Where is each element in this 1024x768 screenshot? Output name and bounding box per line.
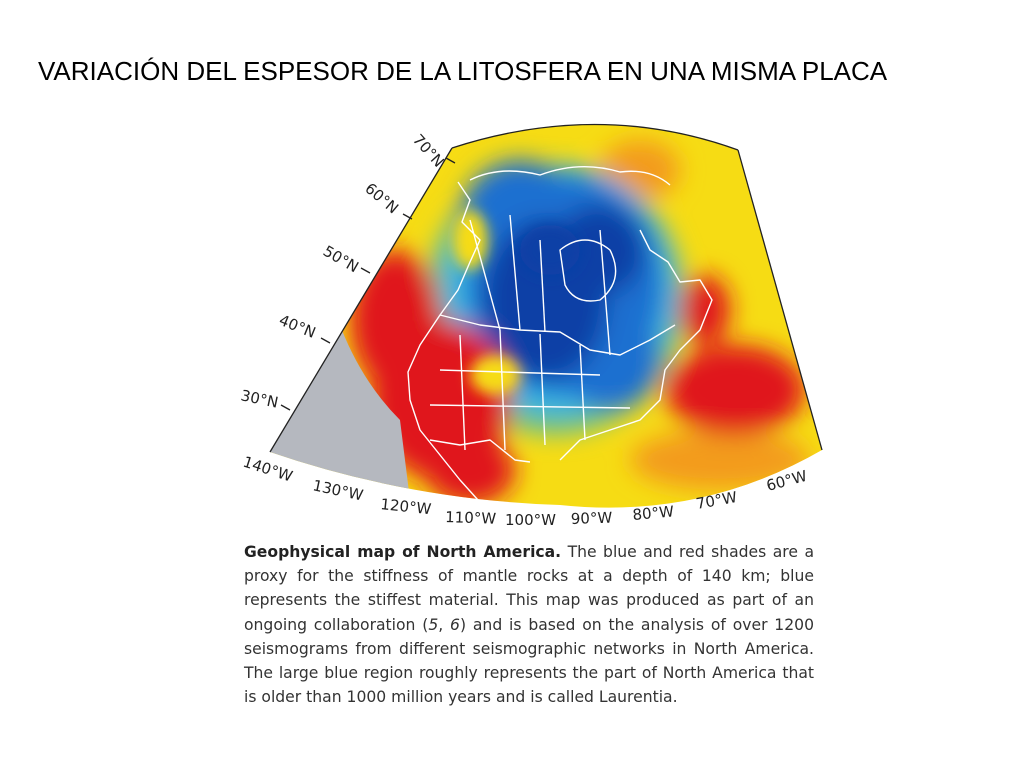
- caption-ref-separator: ,: [438, 615, 451, 634]
- lon-label-110w: 110°W: [445, 508, 497, 528]
- stiffest-zone: [555, 205, 645, 295]
- caption-text-part-1: The blue and red shades are a proxy for …: [244, 543, 814, 634]
- province-border: [509, 214, 521, 331]
- state-border: [539, 333, 546, 446]
- state-border: [579, 344, 586, 441]
- lat-label-30n: 30°N: [239, 386, 280, 411]
- caption-ref-6: 6: [450, 615, 460, 634]
- slide-title: VARIACIÓN DEL ESPESOR DE LA LITOSFERA EN…: [38, 56, 888, 86]
- province-border: [599, 229, 611, 356]
- yellow-patch: [470, 355, 520, 395]
- hudson-bay: [559, 239, 617, 302]
- caption-text-part-2: ) and is based on the analysis of over 1…: [244, 615, 814, 707]
- lon-label-140w: 140°W: [241, 453, 295, 486]
- tick-30n: [280, 404, 291, 411]
- lat-label-60n: 60°N: [361, 179, 402, 217]
- tick-50n: [360, 267, 371, 274]
- caption-lead: Geophysical map of North America.: [244, 543, 562, 561]
- red-zone: [425, 435, 515, 505]
- province-border: [539, 239, 546, 333]
- state-border: [499, 329, 506, 451]
- red-zone: [680, 275, 730, 345]
- stiffness-color-field: [270, 124, 822, 508]
- tick-40n: [320, 337, 331, 344]
- arctic-islands: [469, 166, 671, 186]
- map-frame-east-edge: [737, 149, 823, 451]
- us-mexico-border: [429, 439, 531, 463]
- caption-ref-5: 5: [428, 615, 439, 634]
- tick-70n: [445, 157, 456, 164]
- map-frame-north-arc: [451, 123, 739, 151]
- lat-label-50n: 50°N: [320, 242, 362, 276]
- lat-label-40n: 40°N: [277, 311, 319, 342]
- stiffest-zone: [520, 225, 580, 275]
- lon-label-120w: 120°W: [380, 495, 433, 518]
- lon-label-100w: 100°W: [505, 511, 556, 529]
- province-border: [469, 219, 501, 331]
- tick-60n: [402, 213, 413, 220]
- east-coastline: [559, 229, 713, 461]
- map-frame-west-edge: [269, 147, 453, 453]
- state-border: [439, 369, 601, 376]
- map-frame: [269, 123, 823, 453]
- state-border: [429, 404, 631, 409]
- lon-label-80w: 80°W: [632, 502, 675, 524]
- figure-caption: Geophysical map of North America. The bl…: [244, 540, 814, 709]
- lon-label-90w: 90°W: [571, 509, 613, 528]
- lon-label-130w: 130°W: [311, 476, 365, 504]
- longitude-labels: 140°W 130°W 120°W 110°W 100°W 90°W 80°W …: [241, 453, 809, 529]
- graticule-ticks: [280, 157, 456, 411]
- borders-layer: [407, 166, 713, 501]
- red-zone: [665, 345, 805, 435]
- state-border: [459, 334, 466, 451]
- orange-zone: [630, 430, 810, 490]
- west-coastline: [407, 181, 481, 501]
- us-canada-border: [439, 314, 676, 356]
